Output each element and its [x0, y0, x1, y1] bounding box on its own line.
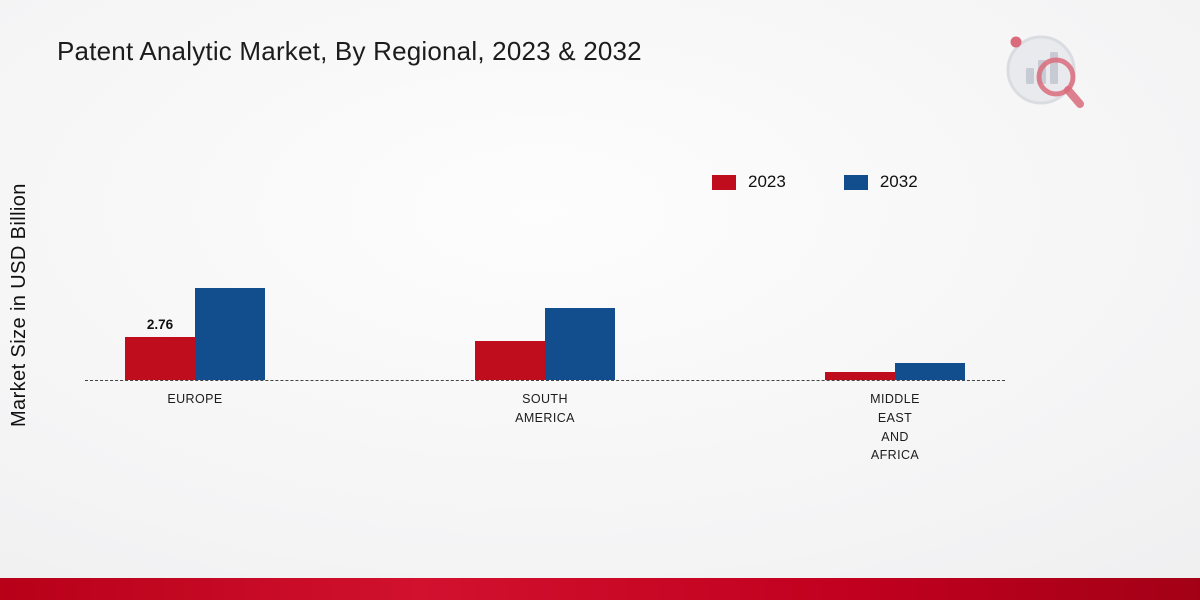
footer-accent-bar	[0, 578, 1200, 600]
y-axis-label: Market Size in USD Billion	[8, 183, 30, 427]
x-axis-category-label-middle-east-and-africa: MIDDLE EAST AND AFRICA	[870, 392, 920, 463]
bars-europe: 2.76	[125, 288, 265, 380]
bar-2023-middle-east-and-africa	[825, 372, 895, 380]
legend-label-2032: 2032	[879, 172, 918, 191]
legend-item-2023: 2023	[712, 172, 786, 192]
bar-group-south-america: SOUTH AMERICA	[475, 120, 615, 425]
brand-logo-icon	[1006, 35, 1084, 108]
legend-label-2023: 2023	[748, 172, 786, 191]
bar-2023-south-america	[475, 341, 545, 380]
bars-middle-east-and-africa	[825, 363, 965, 380]
chart-title: Patent Analytic Market, By Regional, 202…	[57, 36, 642, 66]
x-axis-category-label-south-america: SOUTH AMERICA	[515, 392, 575, 425]
bars-south-america	[475, 308, 615, 380]
bar-value-label: 2.76	[146, 317, 174, 332]
legend-swatch-2023-icon	[712, 174, 736, 190]
bar-group-europe: 2.76 EUROPE	[125, 120, 265, 406]
bar-2032-south-america	[545, 308, 615, 380]
legend-swatch-2032-icon	[843, 174, 868, 190]
x-axis-category-label-europe: EUROPE	[167, 392, 223, 406]
legend: 2023 2032	[712, 172, 918, 192]
bar-2023-europe: 2.76	[125, 317, 195, 380]
plot-area: 2.76 EUROPE SOUTH AMERICA MIDDLE EAST AND A…	[85, 120, 1000, 462]
bar-2032-middle-east-and-africa	[895, 363, 965, 380]
x-axis-baseline	[85, 380, 1005, 381]
bar-2032-europe	[195, 288, 265, 380]
bar-group-middle-east-and-africa: MIDDLE EAST AND AFRICA	[825, 120, 965, 462]
legend-item-2032: 2032	[843, 172, 918, 192]
